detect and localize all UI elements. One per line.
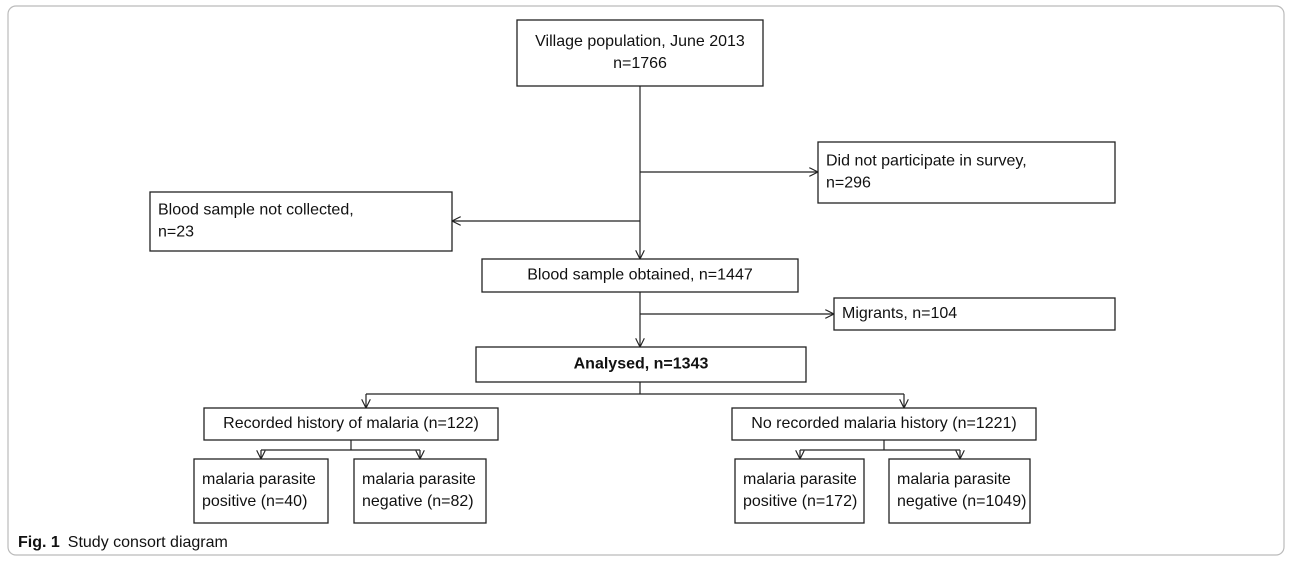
node-box xyxy=(516,19,764,87)
node: malaria parasite negative (n=1049) xyxy=(888,458,1031,524)
node: malaria parasite positive (n=172) xyxy=(734,458,865,524)
node-text: n=1766 xyxy=(613,55,667,72)
node: Blood sample not collected, n=23 xyxy=(149,191,453,252)
node-box xyxy=(817,141,1116,204)
node-box xyxy=(833,297,1116,331)
connectors xyxy=(261,86,960,459)
node-text: Recorded history of malaria (n=122) xyxy=(223,415,479,432)
nodes: Village population, June 2013 n=1766 Did n… xyxy=(149,19,1116,524)
node-box xyxy=(353,458,487,524)
node-text: malaria parasite xyxy=(362,471,476,488)
node-text: malaria parasite xyxy=(897,471,1011,488)
node: Analysed, n=1343 xyxy=(475,346,807,383)
node-text: negative (n=1049) xyxy=(897,493,1026,510)
node: No recorded malaria history (n=1221) xyxy=(731,407,1037,441)
node: malaria parasite positive (n=40) xyxy=(193,458,329,524)
node: malaria parasite negative (n=82) xyxy=(353,458,487,524)
node: Did not participate in survey, n=296 xyxy=(817,141,1116,204)
node-text: n=296 xyxy=(826,175,871,192)
node-text: malaria parasite xyxy=(743,471,857,488)
node-box xyxy=(888,458,1031,524)
node-text: No recorded malaria history (n=1221) xyxy=(751,415,1016,432)
node-text: Blood sample obtained, n=1447 xyxy=(527,267,753,284)
node-box xyxy=(481,258,799,293)
node-text: Did not participate in survey, xyxy=(826,153,1027,170)
node-text: negative (n=82) xyxy=(362,493,474,510)
node-text: Village population, June 2013 xyxy=(535,33,745,50)
node-box xyxy=(475,346,807,383)
node: Migrants, n=104 xyxy=(833,297,1116,331)
node: Village population, June 2013 n=1766 xyxy=(516,19,764,87)
caption-text: Study consort diagram xyxy=(68,534,228,551)
node-box xyxy=(193,458,329,524)
node-text: malaria parasite xyxy=(202,471,316,488)
node-box xyxy=(731,407,1037,441)
frame xyxy=(7,5,1285,556)
node-box xyxy=(734,458,865,524)
caption-label: Fig. 1 xyxy=(18,534,60,551)
node-text: Blood sample not collected, xyxy=(158,202,354,219)
node-box xyxy=(149,191,453,252)
node-text: Analysed, n=1343 xyxy=(574,356,709,373)
node-box xyxy=(203,407,499,441)
node-text: positive (n=40) xyxy=(202,493,307,510)
node-text: positive (n=172) xyxy=(743,493,857,510)
caption: Fig. 1 Study consort diagram xyxy=(18,534,228,551)
node: Blood sample obtained, n=1447 xyxy=(481,258,799,293)
node-text: Migrants, n=104 xyxy=(842,305,957,322)
node: Recorded history of malaria (n=122) xyxy=(203,407,499,441)
node-text: n=23 xyxy=(158,224,194,241)
